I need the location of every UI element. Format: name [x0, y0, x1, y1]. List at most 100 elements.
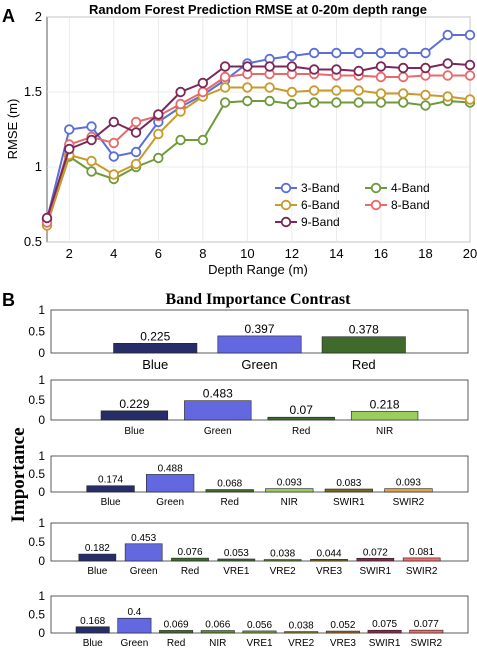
- series-point-4-Band: [286, 98, 298, 110]
- bar-value-label: 0.038: [270, 549, 295, 560]
- y-tick-label: 1: [38, 303, 45, 317]
- series-point-4-Band: [175, 134, 186, 146]
- series-point-9-Band: [398, 62, 409, 74]
- y-tick-label: 0.5: [28, 325, 45, 339]
- bar-Blue: [100, 410, 169, 421]
- bar-value-label: 0.218: [370, 397, 400, 411]
- series-point-4-Band: [420, 100, 431, 111]
- line-chart-title: Random Forest Prediction RMSE at 0-20m d…: [89, 2, 427, 17]
- x-tick-label: Red: [167, 638, 185, 649]
- series-point-6-Band: [86, 155, 97, 167]
- series-point-3-Band: [86, 121, 97, 132]
- shared-ylabel: Importance: [8, 428, 29, 523]
- legend-label: 3-Band: [301, 181, 340, 195]
- legend-marker: [280, 182, 292, 194]
- bar-Blue: [78, 553, 117, 562]
- legend-marker: [280, 216, 292, 228]
- bar-value-label: 0.081: [409, 547, 434, 558]
- y-tick-label: 0: [38, 346, 45, 360]
- x-tick-label: Red: [181, 566, 199, 577]
- series-point-3-Band: [308, 47, 320, 59]
- bar-SWIR1: [367, 629, 402, 634]
- series-point-9-Band: [442, 58, 453, 69]
- y-tick-label: 1: [38, 449, 45, 463]
- line-chart-series: [41, 29, 476, 231]
- series-point-9-Band: [353, 65, 364, 77]
- bar-Blue: [86, 485, 135, 493]
- bar-Green: [117, 617, 152, 634]
- x-tick-label: Blue: [101, 497, 121, 508]
- bar-SWIR2: [402, 557, 441, 562]
- series-point-8-Band: [197, 86, 209, 98]
- bar-VRE3: [325, 630, 360, 634]
- x-tick-label: 4: [110, 246, 117, 261]
- bar-NIR: [200, 630, 235, 634]
- x-tick-label: VRE3: [330, 638, 357, 649]
- series-point-4-Band: [264, 95, 275, 107]
- bar-value-label: 0.044: [316, 548, 341, 559]
- series-point-8-Band: [130, 116, 142, 128]
- y-tick-label: 0.5: [28, 535, 45, 549]
- x-tick-label: VRE1: [246, 638, 273, 649]
- bar-charts: 0 0.5 1 0.225 Blue 0.397 Green 0.378 Red 0 0.5 1 0.2…: [28, 303, 469, 649]
- legend-marker: [370, 199, 382, 211]
- line-chart-grid: [47, 16, 471, 243]
- x-tick-label: 14: [329, 246, 343, 261]
- bar-SWIR2: [384, 488, 433, 493]
- series-point-4-Band: [153, 152, 164, 164]
- bar-value-label: 0.083: [336, 478, 361, 489]
- series-point-3-Band: [353, 47, 364, 59]
- bar-value-label: 0.225: [140, 329, 170, 343]
- y-tick-label: 1: [38, 589, 45, 603]
- series-point-3-Band: [420, 47, 431, 59]
- series-point-6-Band: [108, 169, 119, 180]
- series-point-4-Band: [308, 97, 320, 108]
- series-point-9-Band: [375, 61, 387, 72]
- series-point-4-Band: [86, 166, 97, 177]
- bar-value-label: 0.066: [205, 620, 230, 631]
- bar-value-label: 0.397: [244, 322, 274, 336]
- y-tick-label: 0: [38, 626, 45, 640]
- legend-label: 6-Band: [301, 198, 340, 212]
- x-tick-label: NIR: [376, 426, 393, 437]
- line-chart-xlabel: Depth Range (m): [208, 262, 308, 277]
- bar-NIR: [350, 410, 419, 421]
- legend-label: 4-Band: [391, 181, 430, 195]
- line-chart-legend: 3-Band 4-Band 6-Band 8-Band 9-Band: [275, 181, 430, 229]
- series-point-9-Band: [41, 212, 53, 224]
- series-point-6-Band: [219, 82, 231, 93]
- bar-VRE3: [310, 559, 348, 562]
- bar-Green: [217, 335, 302, 354]
- bar-value-label: 0.453: [131, 533, 156, 544]
- series-point-6-Band: [130, 158, 142, 170]
- series-point-9-Band: [130, 127, 142, 138]
- series-point-8-Band: [375, 71, 387, 83]
- bar-value-label: 0.093: [277, 478, 302, 489]
- bar-value-label: 0.052: [330, 620, 355, 631]
- x-tick-label: Green: [204, 426, 232, 437]
- y-tick-label: 0.5: [28, 393, 45, 407]
- x-tick-label: Blue: [83, 638, 103, 649]
- bar-value-label: 0.075: [372, 619, 397, 630]
- x-tick-label: NIR: [209, 638, 226, 649]
- series-point-3-Band: [286, 50, 298, 62]
- y-tick-label: 1.5: [24, 84, 42, 99]
- series-point-9-Band: [420, 62, 431, 74]
- x-tick-label: 2: [66, 246, 73, 261]
- series-point-4-Band: [197, 134, 209, 146]
- bar-value-label: 0.069: [164, 619, 189, 630]
- bar-value-label: 0.174: [98, 475, 123, 486]
- bar-Green: [146, 474, 195, 493]
- x-tick-label: Green: [241, 357, 277, 372]
- series-point-9-Band: [219, 61, 231, 72]
- bar-Red: [321, 336, 406, 354]
- bar-VRE1: [242, 630, 277, 634]
- bar-value-label: 0.056: [247, 620, 272, 631]
- series-point-4-Band: [242, 95, 253, 107]
- bar-plot-area: [50, 522, 469, 562]
- bar-value-label: 0.077: [414, 619, 439, 630]
- bar-chart-title: Band Importance Contrast: [166, 291, 352, 308]
- y-tick-label: 0.5: [24, 234, 42, 249]
- series-point-9-Band: [153, 109, 164, 120]
